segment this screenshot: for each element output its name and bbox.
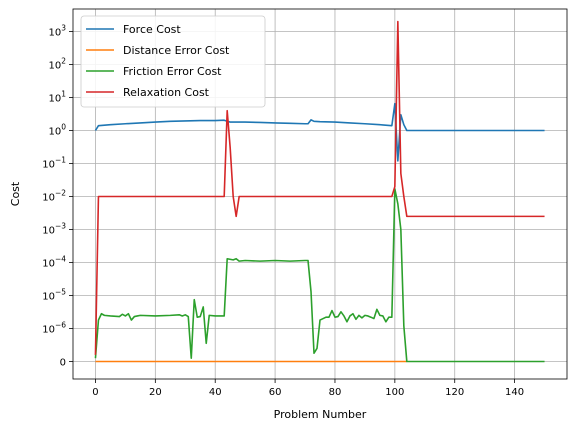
x-tick-label: 120 [445,387,464,398]
legend-label: Force Cost [123,23,181,36]
y-tick-label: 10−2 [42,189,66,204]
legend-label: Distance Error Cost [123,44,230,57]
y-axis-label: Cost [9,181,22,206]
x-tick-label: 20 [149,387,162,398]
y-tick-label: 10−3 [42,222,66,237]
legend-box [80,15,266,108]
plot-frame [72,8,568,380]
y-tick-label: 103 [48,24,66,39]
legend-label: Relaxation Cost [123,86,210,99]
x-tick-label: 0 [92,387,98,398]
x-tick-label: 100 [385,387,404,398]
series-line-1 [94,102,545,162]
y-tick-label: 10−6 [42,321,66,336]
y-tick-label: 102 [48,57,66,72]
x-tick-label: 40 [209,387,222,398]
x-axis-label: Problem Number [274,408,367,421]
y-tick-label: 100 [48,123,66,138]
series-line-3 [94,188,545,363]
x-tick-label: 60 [269,387,282,398]
y-tick-label: 10−5 [42,288,66,303]
legend-label: Friction Error Cost [123,65,222,78]
x-axis-ticks: 0 20 40 60 80 100 120 140 [92,379,524,398]
y-tick-label: 10−4 [42,255,66,270]
y-tick-label: 10−1 [42,156,66,171]
series-line-4 [94,20,545,355]
y-tick-label: 0 [60,358,66,369]
x-tick-label: 80 [329,387,342,398]
series-lines [94,20,545,363]
legend: Force Cost Distance Error Cost Friction Er… [80,15,266,108]
y-tick-label: 101 [48,90,66,105]
y-axis-ticks: 0 10−6 10−5 10−4 10−3 10−2 10−1 100 101 102 103 [42,24,73,369]
x-tick-label: 140 [505,387,524,398]
